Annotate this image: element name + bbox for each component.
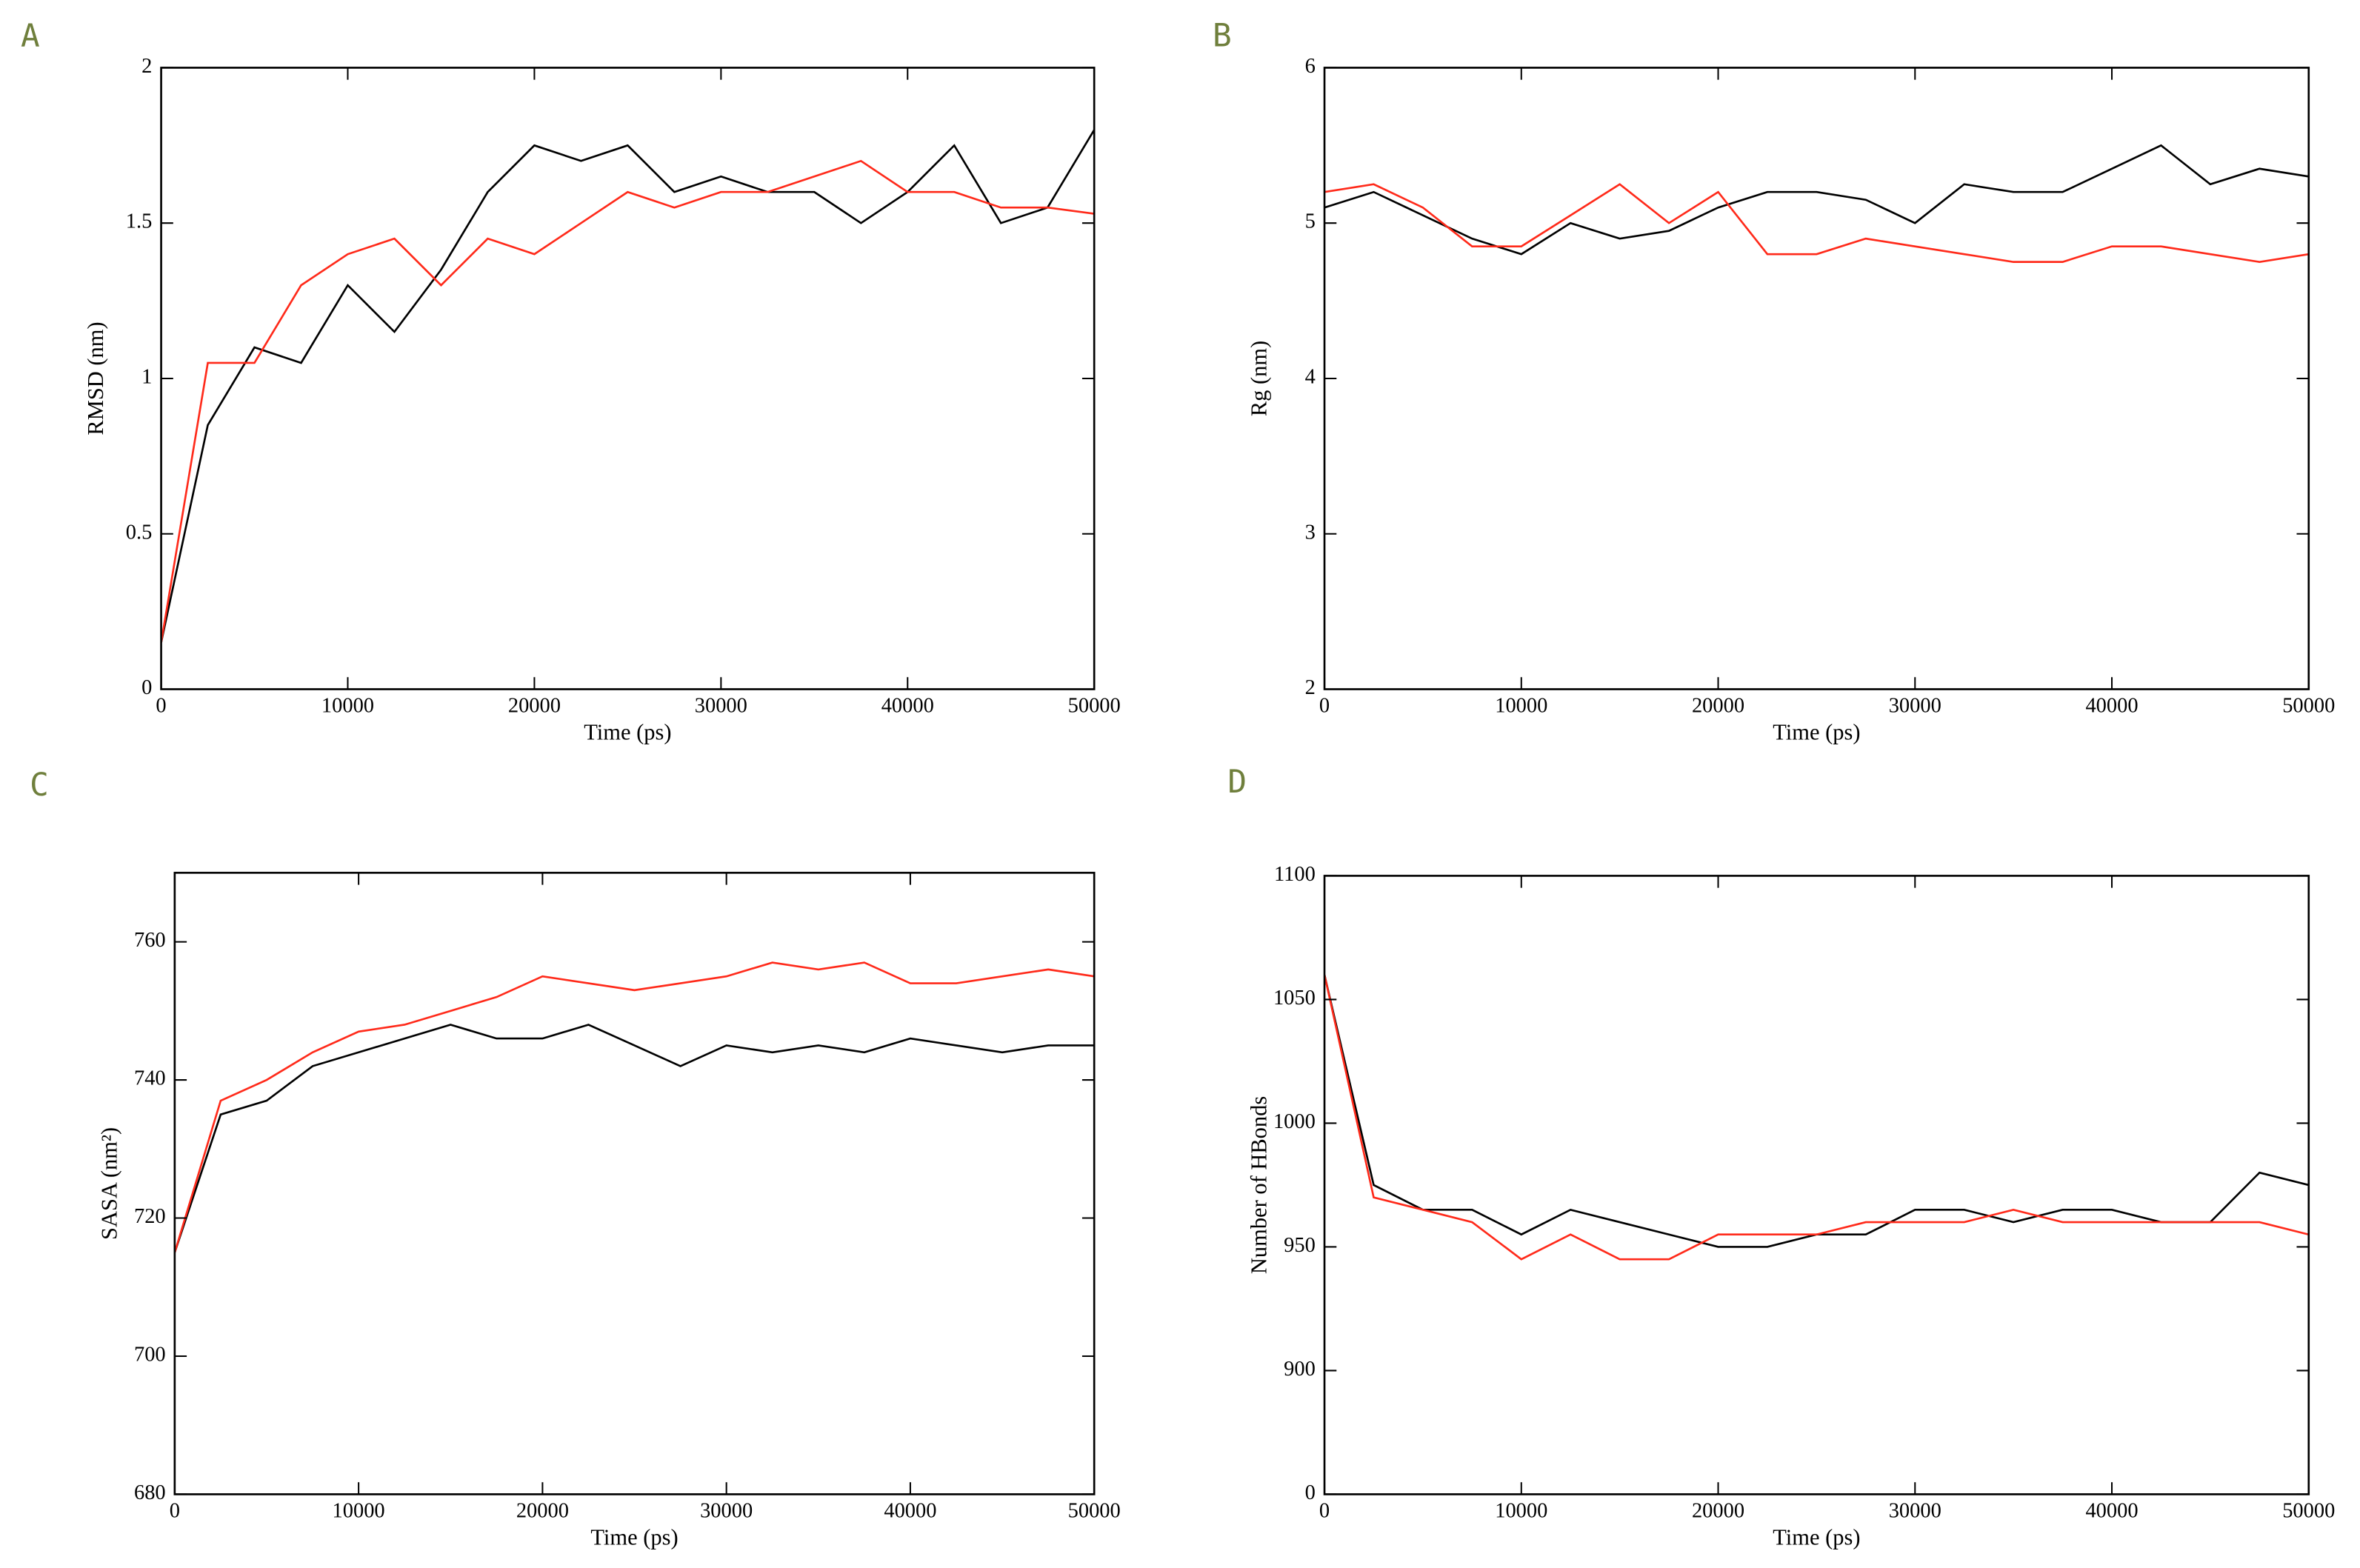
y-tick-label: 5 <box>1305 210 1316 233</box>
series-line <box>174 1024 1095 1253</box>
x-tick-label: 10000 <box>1495 694 1547 717</box>
panel-label: C <box>30 767 49 804</box>
plot-area <box>1324 144 2309 263</box>
y-tick-label: 0.5 <box>126 521 153 544</box>
series-line <box>174 961 1095 1253</box>
panel-label: A <box>21 17 40 54</box>
panel-label: D <box>1227 764 1247 801</box>
y-tick-label: 0 <box>141 676 152 699</box>
y-tick-label: 1050 <box>1273 987 1316 1010</box>
y-axis-label: RMSD (nm) <box>83 321 108 435</box>
y-tick-label: 2 <box>1305 676 1316 699</box>
y-tick-label: 4 <box>1305 365 1316 388</box>
x-tick-label: 30000 <box>1889 1499 1941 1522</box>
x-axis-label: Time (ps) <box>1773 719 1860 744</box>
plot-frame <box>173 872 1096 1495</box>
x-tick-label: 50000 <box>2282 1499 2335 1522</box>
x-tick-label: 10000 <box>1495 1499 1547 1522</box>
x-tick-label: 40000 <box>2085 1499 2138 1522</box>
series-line <box>1324 183 2309 263</box>
x-tick-label: 50000 <box>2282 694 2335 717</box>
x-tick-label: 50000 <box>1068 694 1121 717</box>
plot-area <box>174 961 1095 1253</box>
x-tick-label: 30000 <box>700 1499 753 1522</box>
y-tick-label: 1000 <box>1273 1110 1316 1133</box>
y-axis-label: SASA (nm²) <box>97 1127 122 1240</box>
y-tick-label: 0 <box>1305 1481 1316 1504</box>
x-tick-label: 40000 <box>881 694 934 717</box>
plot-frame <box>1323 875 2310 1495</box>
series-line <box>1324 144 2309 256</box>
y-tick-label: 680 <box>134 1481 166 1504</box>
series-line <box>1324 974 2309 1248</box>
chart-panel: A 0 10000 20000 30000 40000 50000 0 0.5 1 1.5 2 Time… <box>21 17 1121 744</box>
y-tick-label: 900 <box>1284 1358 1316 1381</box>
x-tick-label: 10000 <box>321 694 374 717</box>
y-tick-label: 950 <box>1284 1234 1316 1257</box>
y-tick-label: 1100 <box>1274 863 1316 886</box>
plot-frame <box>160 67 1096 690</box>
plot-area <box>1324 974 2309 1261</box>
x-tick-label: 10000 <box>333 1499 385 1522</box>
y-tick-label: 2 <box>141 55 152 78</box>
series-line <box>161 159 1095 643</box>
x-tick-label: 40000 <box>884 1499 936 1522</box>
chart-panel: B 0 10000 20000 30000 40000 50000 2 3 4 5 6 Time (ps… <box>1213 17 2335 744</box>
x-axis-label: Time (ps) <box>1773 1524 1860 1549</box>
x-axis-label: Time (ps) <box>584 719 671 744</box>
panel-label: B <box>1213 17 1232 54</box>
y-tick-label: 760 <box>134 929 166 952</box>
x-tick-label: 50000 <box>1068 1499 1121 1522</box>
x-tick-label: 20000 <box>516 1499 569 1522</box>
y-tick-label: 740 <box>134 1067 166 1090</box>
x-tick-label: 0 <box>170 1499 180 1522</box>
y-tick-label: 1 <box>141 365 152 388</box>
series-line <box>1324 974 2309 1261</box>
x-tick-label: 40000 <box>2085 694 2138 717</box>
y-tick-label: 700 <box>134 1344 166 1367</box>
y-tick-label: 3 <box>1305 521 1316 544</box>
x-tick-label: 0 <box>156 694 166 717</box>
y-axis-label: Rg (nm) <box>1247 341 1272 416</box>
x-tick-label: 20000 <box>1692 694 1744 717</box>
x-axis-label: Time (ps) <box>590 1524 678 1549</box>
y-tick-label: 720 <box>134 1205 166 1228</box>
x-tick-label: 20000 <box>508 694 561 717</box>
x-tick-label: 20000 <box>1692 1499 1744 1522</box>
chart-panel: C 0 10000 20000 30000 40000 50000 680 700 720 740 7… <box>30 767 1121 1549</box>
series-line <box>161 129 1095 643</box>
y-tick-label: 1.5 <box>126 210 153 233</box>
y-axis-label: Number of HBonds <box>1247 1096 1272 1274</box>
x-tick-label: 0 <box>1319 694 1330 717</box>
plot-area <box>161 129 1095 643</box>
x-tick-label: 30000 <box>1889 694 1941 717</box>
chart-panel: D 0 10000 20000 30000 40000 50000 0 900 950 1000 10… <box>1227 764 2335 1549</box>
plot-frame <box>1323 67 2310 690</box>
x-tick-label: 0 <box>1319 1499 1330 1522</box>
x-tick-label: 30000 <box>695 694 747 717</box>
y-tick-label: 6 <box>1305 55 1316 78</box>
